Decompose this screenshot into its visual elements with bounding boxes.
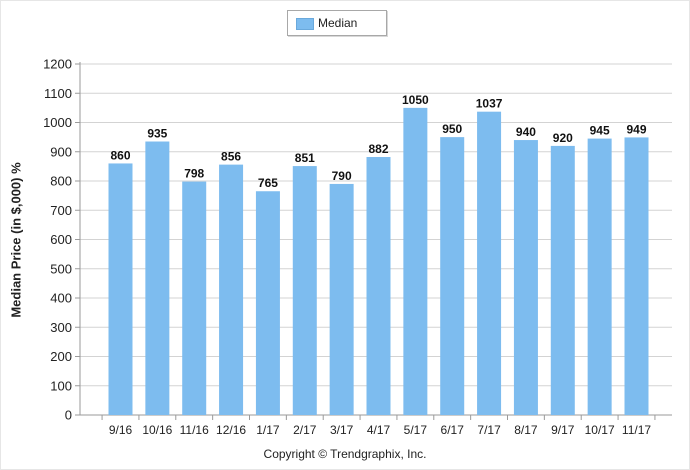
x-tick-label: 1/17 (256, 423, 280, 437)
x-tick-label: 11/16 (180, 423, 209, 437)
bar (255, 191, 280, 415)
y-tick-label: 600 (50, 232, 72, 247)
copyright-text: Copyright © Trendgraphix, Inc. (263, 447, 427, 461)
bar (366, 157, 391, 415)
legend-swatch (296, 18, 314, 30)
x-tick-label: 9/16 (109, 423, 133, 437)
data-label: 940 (516, 125, 536, 139)
data-label: 935 (147, 127, 167, 141)
data-label: 1037 (476, 97, 503, 111)
bar (624, 137, 649, 416)
x-tick-label: 8/17 (514, 423, 538, 437)
bar (513, 140, 538, 416)
bar (108, 163, 133, 415)
bar (477, 111, 502, 416)
y-tick-label: 800 (50, 174, 72, 189)
y-tick-label: 200 (50, 349, 72, 364)
data-label: 798 (184, 167, 204, 181)
data-label: 949 (626, 122, 646, 136)
x-tick-label: 6/17 (441, 423, 465, 437)
x-tick-label: 4/17 (367, 423, 391, 437)
bar (182, 181, 207, 415)
data-label: 882 (368, 142, 388, 156)
data-label: 860 (110, 148, 130, 162)
y-tick-label: 0 (65, 408, 72, 423)
x-tick-label: 7/17 (477, 423, 501, 437)
x-tick-label: 2/17 (293, 423, 317, 437)
data-label: 765 (258, 176, 278, 190)
y-tick-label: 700 (50, 203, 72, 218)
x-tick-label: 5/17 (404, 423, 428, 437)
chart-legend: Median (287, 10, 387, 36)
x-tick-label: 3/17 (330, 423, 354, 437)
bar (587, 138, 612, 415)
data-label: 920 (553, 131, 573, 145)
x-tick-label: 9/17 (551, 423, 575, 437)
y-tick-label: 400 (50, 291, 72, 306)
bar (550, 145, 575, 415)
bar (440, 137, 465, 415)
data-label: 851 (295, 151, 315, 165)
y-tick-label: 500 (50, 261, 72, 276)
x-tick-label: 10/17 (585, 423, 615, 437)
data-label: 856 (221, 150, 241, 164)
legend-label: Median (318, 16, 358, 30)
y-tick-label: 300 (50, 320, 72, 335)
y-tick-label: 1100 (44, 86, 72, 101)
data-label: 945 (590, 124, 610, 138)
data-label: 950 (442, 122, 462, 136)
x-tick-label: 10/16 (142, 423, 172, 437)
y-tick-label: 1200 (43, 57, 72, 72)
y-tick-label: 900 (50, 144, 72, 159)
bar (329, 183, 354, 415)
bar (292, 166, 317, 415)
bar (219, 164, 244, 415)
bar (145, 141, 170, 415)
y-tick-label: 1000 (43, 115, 72, 130)
data-label: 1050 (402, 93, 429, 107)
x-tick-label: 12/16 (216, 423, 246, 437)
x-tick-label: 11/17 (622, 423, 651, 437)
data-label: 790 (332, 169, 352, 183)
bar (403, 107, 428, 415)
y-tick-label: 100 (50, 378, 72, 393)
